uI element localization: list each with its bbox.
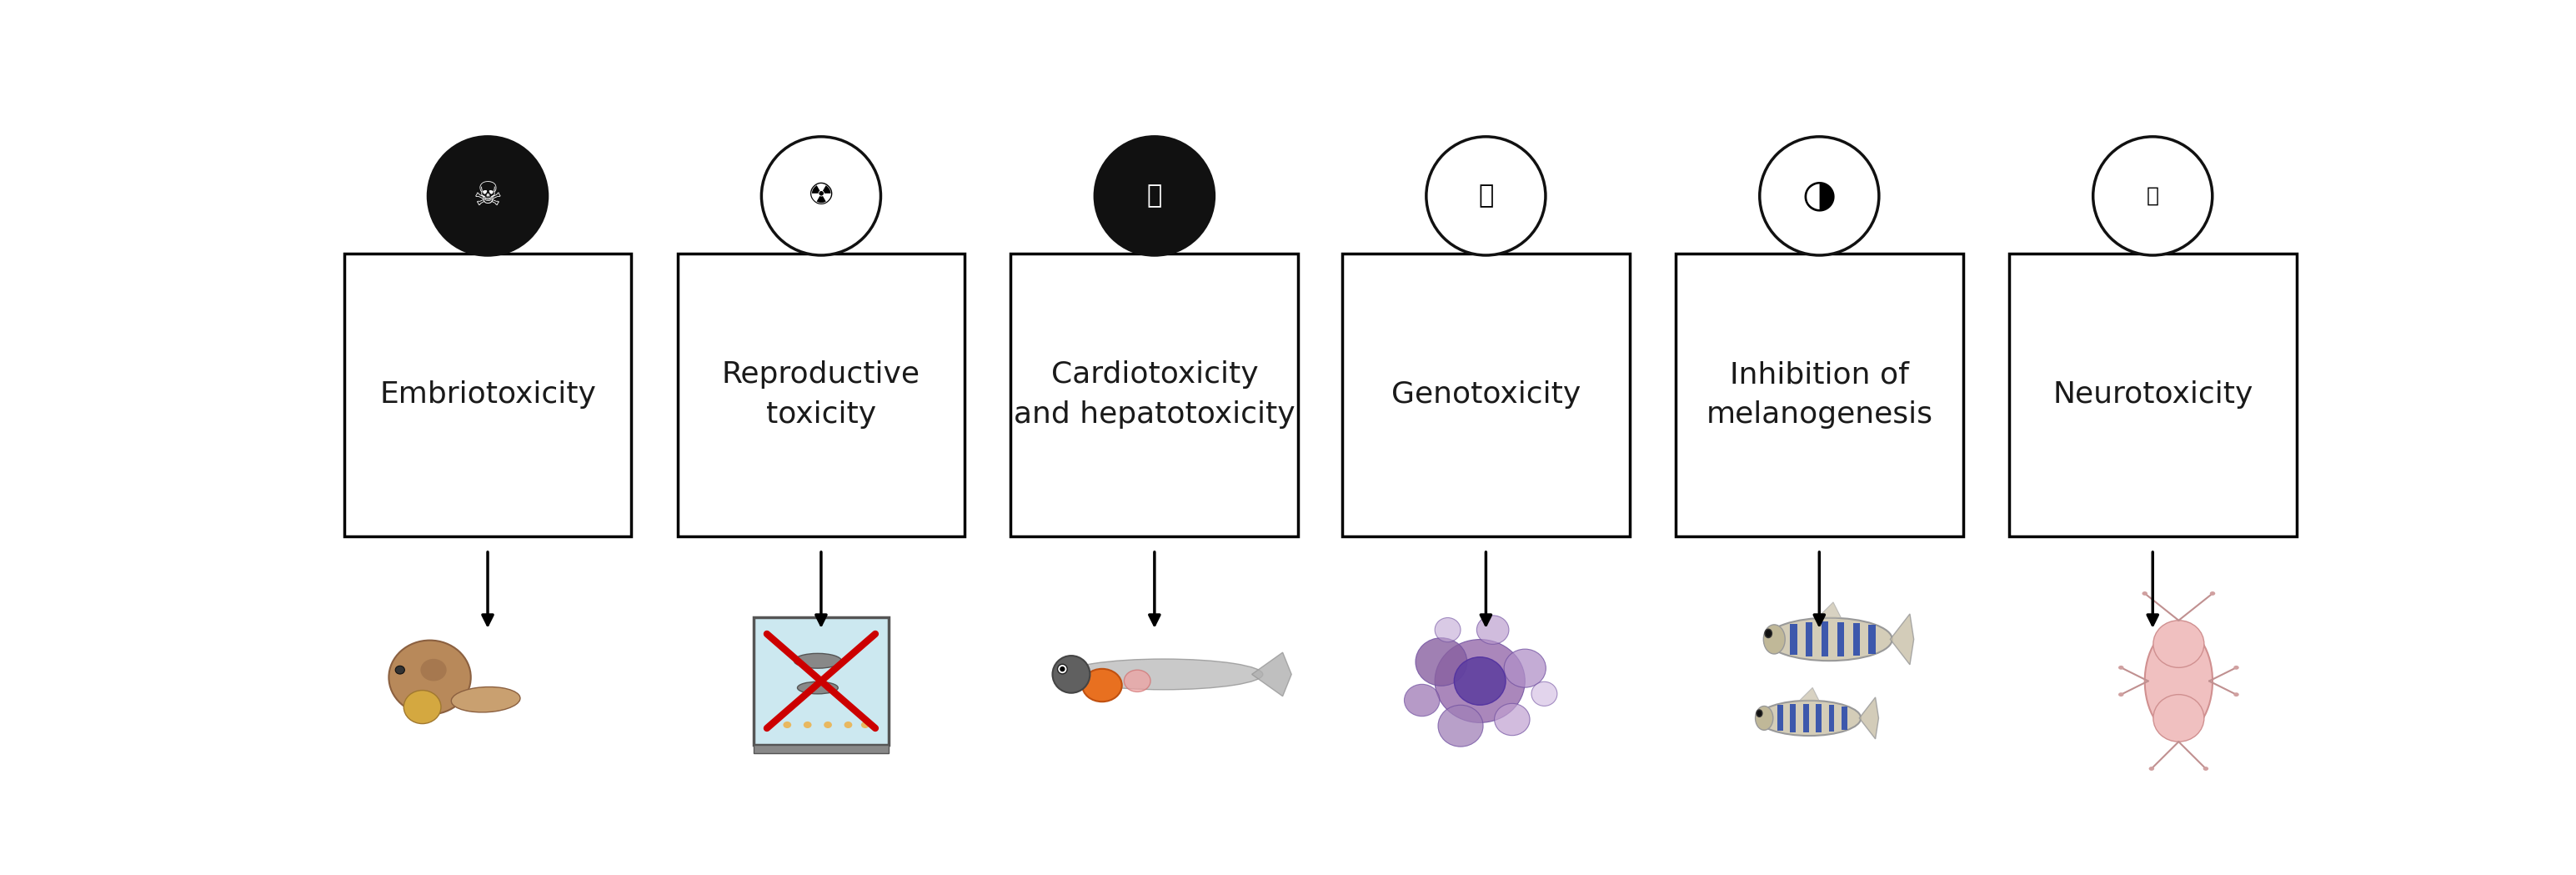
Ellipse shape	[824, 722, 832, 728]
Ellipse shape	[1059, 664, 1066, 674]
Text: Cardiotoxicity
and hepatotoxicity: Cardiotoxicity and hepatotoxicity	[1015, 360, 1296, 429]
Ellipse shape	[1059, 667, 1064, 672]
Ellipse shape	[1054, 655, 1090, 693]
Bar	[1816, 704, 1821, 732]
Ellipse shape	[1082, 668, 1123, 702]
Ellipse shape	[2210, 592, 2215, 596]
Ellipse shape	[1759, 136, 1878, 255]
Text: 🧬: 🧬	[1479, 184, 1494, 208]
Ellipse shape	[1437, 705, 1484, 746]
Ellipse shape	[2117, 692, 2123, 696]
Text: 🫀: 🫀	[1146, 184, 1162, 208]
Polygon shape	[1891, 614, 1914, 665]
Polygon shape	[1252, 653, 1291, 696]
Text: ☢: ☢	[809, 182, 835, 210]
Polygon shape	[1801, 688, 1819, 701]
Ellipse shape	[1757, 710, 1762, 717]
Ellipse shape	[2143, 592, 2148, 596]
Ellipse shape	[1404, 684, 1440, 717]
Ellipse shape	[2154, 695, 2205, 742]
Bar	[1342, 253, 1631, 536]
Ellipse shape	[1435, 618, 1461, 642]
Ellipse shape	[2094, 136, 2213, 255]
Bar	[1821, 622, 1829, 657]
Ellipse shape	[1504, 649, 1546, 688]
Ellipse shape	[845, 722, 853, 728]
Text: Embriotoxicity: Embriotoxicity	[379, 381, 595, 409]
Bar	[1790, 704, 1795, 732]
Ellipse shape	[1765, 625, 1785, 654]
Ellipse shape	[1757, 701, 1860, 736]
Ellipse shape	[1417, 638, 1468, 686]
Text: Neurotoxicity: Neurotoxicity	[2053, 381, 2254, 409]
Bar	[2009, 253, 2295, 536]
Ellipse shape	[420, 659, 446, 681]
Ellipse shape	[389, 640, 471, 714]
Bar	[1803, 704, 1808, 732]
Ellipse shape	[799, 682, 837, 694]
Ellipse shape	[1455, 657, 1504, 705]
Ellipse shape	[404, 690, 440, 724]
Bar	[1777, 705, 1783, 731]
Ellipse shape	[1123, 670, 1151, 692]
Bar	[752, 745, 889, 753]
Ellipse shape	[1095, 136, 1213, 255]
Ellipse shape	[1064, 659, 1262, 690]
Polygon shape	[1860, 697, 1878, 739]
Bar	[1010, 253, 1298, 536]
Ellipse shape	[2148, 766, 2154, 771]
Bar	[1674, 253, 1963, 536]
Ellipse shape	[1765, 629, 1772, 638]
Ellipse shape	[2117, 666, 2123, 669]
Ellipse shape	[1494, 704, 1530, 736]
Text: ☠: ☠	[474, 180, 502, 212]
Bar	[1842, 706, 1847, 730]
Ellipse shape	[1754, 706, 1772, 730]
Bar	[677, 253, 966, 536]
Ellipse shape	[860, 722, 868, 728]
Text: Genotoxicity: Genotoxicity	[1391, 381, 1582, 409]
Text: Inhibition of
melanogenesis: Inhibition of melanogenesis	[1705, 360, 1932, 429]
Ellipse shape	[451, 687, 520, 712]
Ellipse shape	[428, 136, 546, 255]
Ellipse shape	[1427, 136, 1546, 255]
Ellipse shape	[2146, 627, 2213, 735]
Ellipse shape	[804, 722, 811, 728]
Ellipse shape	[2233, 666, 2239, 669]
Bar	[1852, 623, 1860, 655]
Bar	[1837, 622, 1844, 656]
Text: 🧠: 🧠	[2146, 186, 2159, 206]
Text: ◑: ◑	[1803, 178, 1837, 214]
Ellipse shape	[394, 666, 404, 674]
Bar	[1806, 622, 1814, 656]
Ellipse shape	[1435, 640, 1525, 723]
Polygon shape	[1819, 602, 1842, 618]
Ellipse shape	[1476, 615, 1510, 644]
Ellipse shape	[2154, 620, 2205, 668]
Bar	[345, 253, 631, 536]
Bar	[1829, 704, 1834, 731]
Bar	[1868, 625, 1875, 654]
Ellipse shape	[793, 654, 842, 668]
Ellipse shape	[2202, 766, 2208, 771]
Ellipse shape	[2233, 692, 2239, 696]
Ellipse shape	[783, 722, 791, 728]
Bar	[752, 617, 889, 746]
Ellipse shape	[762, 136, 881, 255]
Text: Reproductive
toxicity: Reproductive toxicity	[721, 360, 920, 429]
Bar	[1790, 624, 1798, 655]
Ellipse shape	[1530, 682, 1556, 706]
Ellipse shape	[1767, 618, 1893, 661]
